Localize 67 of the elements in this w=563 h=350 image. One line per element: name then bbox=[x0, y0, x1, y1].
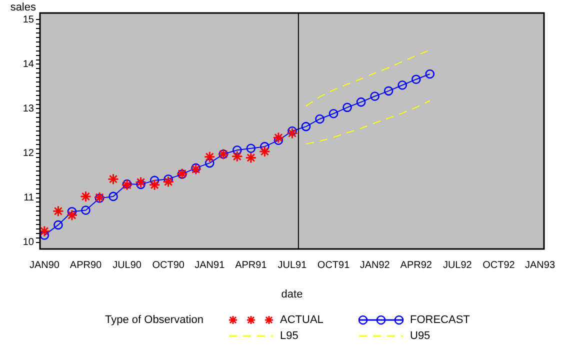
point bbox=[370, 92, 380, 101]
point bbox=[232, 145, 242, 155]
x-tick-label: JUL91 bbox=[278, 260, 308, 271]
x-tick-label: APR92 bbox=[400, 260, 432, 271]
point bbox=[66, 209, 78, 221]
point bbox=[148, 179, 160, 191]
point bbox=[162, 176, 174, 188]
line-series bbox=[305, 100, 430, 144]
point bbox=[272, 132, 284, 144]
point bbox=[288, 126, 297, 136]
point bbox=[52, 205, 64, 217]
x-tick-label: JAN92 bbox=[360, 260, 390, 271]
point bbox=[328, 108, 338, 118]
legend-label: U95 bbox=[410, 330, 430, 342]
y-tick-label: 15 bbox=[22, 14, 34, 26]
x-tick-label: APR91 bbox=[235, 260, 268, 271]
point bbox=[135, 176, 147, 188]
x-tick-label: APR90 bbox=[70, 260, 102, 271]
y-tick-label: 14 bbox=[22, 58, 34, 70]
x-tick-label: JAN93 bbox=[524, 260, 556, 271]
point bbox=[204, 158, 214, 168]
point bbox=[81, 206, 90, 215]
y-tick-label: 11 bbox=[24, 192, 34, 204]
y-tick-label: 12 bbox=[22, 148, 34, 160]
point bbox=[191, 163, 201, 173]
point bbox=[315, 114, 324, 124]
point bbox=[274, 136, 284, 145]
point bbox=[425, 69, 435, 79]
y-tick-label: 10 bbox=[22, 237, 34, 248]
point bbox=[54, 220, 63, 230]
point bbox=[150, 176, 160, 186]
x-tick-label: JUL92 bbox=[442, 260, 472, 271]
point bbox=[384, 86, 394, 96]
point bbox=[231, 150, 243, 162]
y-tick-label: 13 bbox=[22, 103, 34, 114]
point bbox=[411, 74, 421, 84]
point bbox=[40, 225, 50, 237]
point bbox=[260, 142, 270, 152]
point bbox=[190, 164, 202, 176]
x-tick-label: OCT92 bbox=[482, 260, 516, 271]
x-tick-label: OCT91 bbox=[317, 260, 350, 271]
x-tick-label: JAN91 bbox=[194, 260, 226, 271]
point bbox=[258, 146, 270, 158]
point bbox=[164, 174, 173, 184]
point bbox=[342, 102, 352, 112]
point bbox=[67, 206, 77, 216]
point bbox=[108, 192, 118, 202]
point bbox=[108, 173, 120, 185]
line-series bbox=[305, 49, 430, 107]
point bbox=[398, 80, 407, 90]
point bbox=[136, 180, 146, 190]
y-axis-title: sales bbox=[10, 2, 36, 14]
x-tick-label: OCT90 bbox=[152, 260, 185, 271]
point bbox=[204, 151, 216, 163]
point bbox=[80, 190, 92, 202]
point bbox=[246, 144, 256, 154]
point bbox=[245, 152, 257, 164]
x-tick-label: JAN90 bbox=[29, 260, 60, 271]
legend-label: FORECAST bbox=[410, 314, 470, 326]
legend-label: ACTUAL bbox=[280, 314, 324, 326]
legend-label: L95 bbox=[280, 330, 298, 342]
point bbox=[356, 97, 366, 107]
point bbox=[301, 122, 311, 132]
point bbox=[286, 127, 298, 139]
legend-title: Type of Observation bbox=[105, 313, 204, 327]
x-tick-label: JUL90 bbox=[112, 260, 142, 271]
x-axis-title: date bbox=[281, 288, 303, 300]
